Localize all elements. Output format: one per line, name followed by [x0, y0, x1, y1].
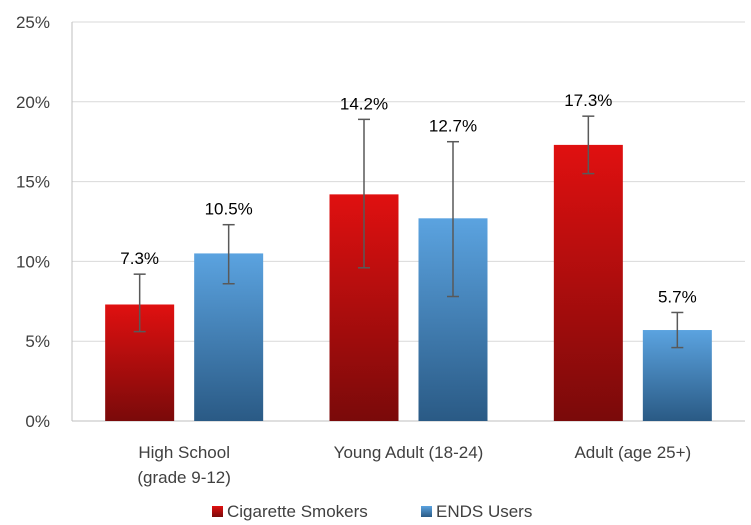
- data-labels: 7.3% 10.5% 14.2% 12.7% 17.3% 5.7%: [120, 91, 696, 306]
- data-label: 17.3%: [564, 91, 612, 110]
- y-axis-ticks: 0% 5% 10% 15% 20% 25%: [16, 13, 50, 431]
- legend: Cigarette Smokers ENDS Users: [212, 502, 532, 521]
- x-tick-label: Adult (age 25+): [574, 443, 691, 462]
- y-tick-label: 25%: [16, 13, 50, 32]
- x-tick-label: Young Adult (18-24): [334, 443, 484, 462]
- data-label: 7.3%: [120, 249, 159, 268]
- y-tick-label: 10%: [16, 252, 50, 271]
- legend-swatch: [421, 506, 432, 517]
- y-tick-label: 5%: [25, 332, 50, 351]
- x-tick-label: (grade 9-12): [137, 468, 231, 487]
- bars: [105, 144, 712, 421]
- error-bars: [133, 115, 684, 349]
- data-label: 10.5%: [205, 200, 253, 219]
- data-label: 12.7%: [429, 117, 477, 136]
- grid-lines: [71, 21, 745, 422]
- x-tick-label: High School: [138, 443, 230, 462]
- legend-label: ENDS Users: [436, 502, 532, 521]
- legend-swatch: [212, 506, 223, 517]
- y-tick-label: 20%: [16, 93, 50, 112]
- y-tick-label: 15%: [16, 173, 50, 192]
- data-label: 5.7%: [658, 287, 697, 306]
- data-label: 14.2%: [340, 94, 388, 113]
- legend-label: Cigarette Smokers: [227, 502, 368, 521]
- x-axis-ticks: High School (grade 9-12) Young Adult (18-2…: [137, 443, 691, 487]
- bar: [553, 144, 623, 421]
- y-tick-label: 0%: [25, 412, 50, 431]
